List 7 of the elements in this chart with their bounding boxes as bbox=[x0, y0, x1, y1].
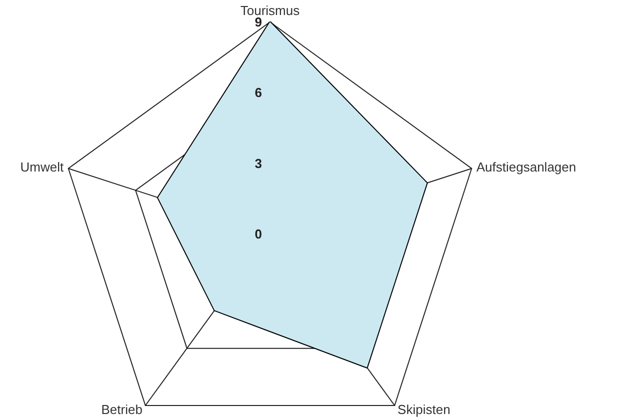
spoke-label: Umwelt bbox=[20, 159, 64, 174]
spoke-label: Betrieb bbox=[101, 402, 142, 417]
spoke-label: Aufstiegsanlagen bbox=[476, 159, 576, 174]
y-tick-label: 6 bbox=[254, 85, 262, 100]
spoke-label: Skipisten bbox=[398, 402, 450, 417]
y-tick-label: 3 bbox=[254, 156, 262, 171]
y-tick-label: 0 bbox=[254, 226, 262, 242]
